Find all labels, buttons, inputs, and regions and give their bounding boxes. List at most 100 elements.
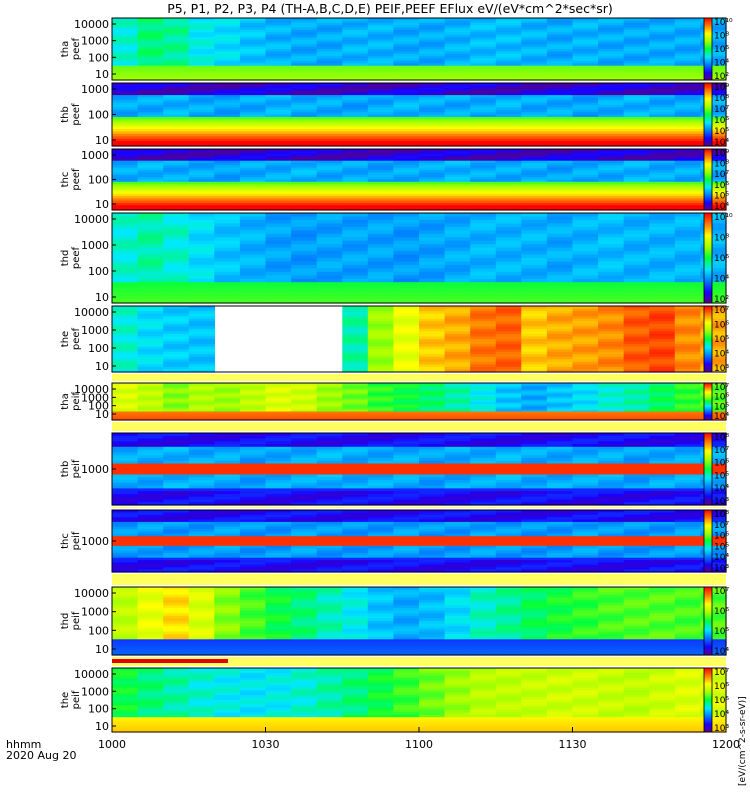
spectrogram-cell	[572, 548, 599, 552]
colorbar-tick-label: 10⁴	[714, 59, 729, 69]
spectrogram-cell	[291, 412, 318, 415]
spectrogram-cell	[419, 56, 446, 60]
spectrogram-cell	[623, 531, 650, 535]
spectrogram-cell	[367, 149, 394, 152]
spectrogram-cell	[342, 129, 369, 132]
spectrogram-cell	[700, 480, 727, 484]
spectrogram-cell	[444, 408, 471, 411]
spectrogram-cell	[623, 251, 650, 256]
spectrogram-cell	[521, 552, 548, 556]
spectrogram-cell	[291, 198, 318, 202]
spectrogram-cell	[291, 463, 318, 467]
spectrogram-cell	[316, 170, 343, 173]
spectrogram-cell	[546, 233, 574, 238]
spectrogram-cell	[521, 51, 548, 55]
spectrogram-cell	[521, 68, 548, 72]
spectrogram-cell	[265, 46, 292, 50]
spectrogram-cell	[188, 264, 215, 269]
spectrogram-cell	[265, 92, 292, 96]
spectrogram-cell	[495, 230, 522, 235]
spectrogram-cell	[188, 170, 215, 173]
spectrogram-cell	[239, 545, 267, 549]
spectrogram-cell	[137, 564, 164, 568]
spectrogram-cell	[598, 480, 625, 484]
spectrogram-cell	[291, 538, 318, 542]
spectrogram-cell	[521, 356, 548, 360]
spectrogram-cell	[623, 313, 650, 317]
spectrogram-cell	[470, 417, 497, 420]
spectrogram-cell	[112, 597, 139, 601]
spectrogram-cell	[316, 53, 343, 57]
spectrogram-cell	[495, 393, 522, 395]
spectrogram-cell	[521, 72, 548, 76]
spectrogram-cell	[649, 463, 676, 467]
spectrogram-cell	[188, 289, 215, 294]
spectrogram-cell	[419, 296, 446, 301]
spectrogram-cell	[700, 275, 727, 280]
spectrogram-cell	[623, 186, 650, 190]
spectrogram-cell	[137, 398, 164, 401]
spectrogram-cell	[419, 112, 446, 116]
spectrogram-cell	[521, 521, 548, 525]
spectrogram-cell	[444, 100, 471, 103]
spectrogram-cell	[521, 226, 548, 231]
spectrogram-cell	[367, 275, 394, 280]
spectrogram-cell	[367, 415, 394, 418]
spectrogram-cell	[700, 339, 727, 343]
spectrogram-cell	[112, 156, 139, 159]
spectrogram-cell	[163, 95, 190, 99]
spectrogram-cell	[316, 480, 343, 484]
spectrogram-cell	[112, 555, 139, 559]
spectrogram-cell	[214, 87, 241, 91]
spectrogram-cell	[112, 536, 139, 540]
spectrogram-cell	[470, 177, 497, 181]
data-gap	[239, 306, 322, 372]
spectrogram-cell	[137, 195, 164, 199]
spectrogram-cell	[367, 100, 394, 103]
spectrogram-cell	[214, 119, 241, 123]
spectrogram-cell	[623, 398, 650, 401]
spectrogram-cell	[163, 172, 190, 176]
spectrogram-cell	[495, 446, 522, 451]
spectrogram-cell	[188, 405, 215, 408]
spectrogram-cell	[649, 361, 676, 365]
spectrogram-cell	[188, 384, 215, 387]
spectrogram-cell	[546, 230, 574, 235]
spectrogram-cell	[163, 533, 190, 537]
spectrogram-cell	[342, 68, 369, 72]
spectrogram-cell	[572, 46, 599, 50]
spectrogram-cell	[623, 46, 650, 50]
spectrogram-cell	[291, 275, 318, 280]
spectrogram-cell	[674, 292, 701, 297]
spectrogram-cell	[137, 351, 164, 355]
spectrogram-cell	[137, 313, 164, 317]
spectrogram-cell	[419, 223, 446, 228]
spectrogram-cell	[393, 70, 420, 74]
spectrogram-cell	[521, 318, 548, 322]
spectrogram-cell	[674, 56, 701, 60]
spectrogram-cell	[546, 186, 574, 190]
spectrogram-cell	[623, 68, 650, 72]
spectrogram-cell	[598, 27, 625, 31]
spectrogram-cell	[188, 533, 215, 537]
spectrogram-cell	[163, 112, 190, 116]
spectrogram-cell	[546, 499, 574, 503]
spectrogram-cell	[188, 496, 215, 501]
spectrogram-cell	[316, 384, 343, 387]
spectrogram-cell	[316, 213, 343, 218]
spectrogram-cell	[367, 126, 394, 130]
spectrogram-cell	[419, 70, 446, 74]
spectrogram-cell	[214, 446, 241, 451]
spectrogram-cell	[342, 195, 369, 199]
spectrogram-cell	[572, 385, 599, 388]
spectrogram-cell	[419, 68, 446, 72]
spectrogram-cell	[572, 63, 599, 67]
spectrogram-cell	[521, 233, 548, 238]
spectrogram-cell	[700, 311, 727, 315]
spectrogram-cell	[137, 100, 164, 103]
spectrogram-cell	[470, 452, 497, 456]
spectrogram-cell	[598, 313, 625, 317]
spectrogram-cell	[163, 306, 190, 310]
spectrogram-cell	[214, 296, 241, 301]
